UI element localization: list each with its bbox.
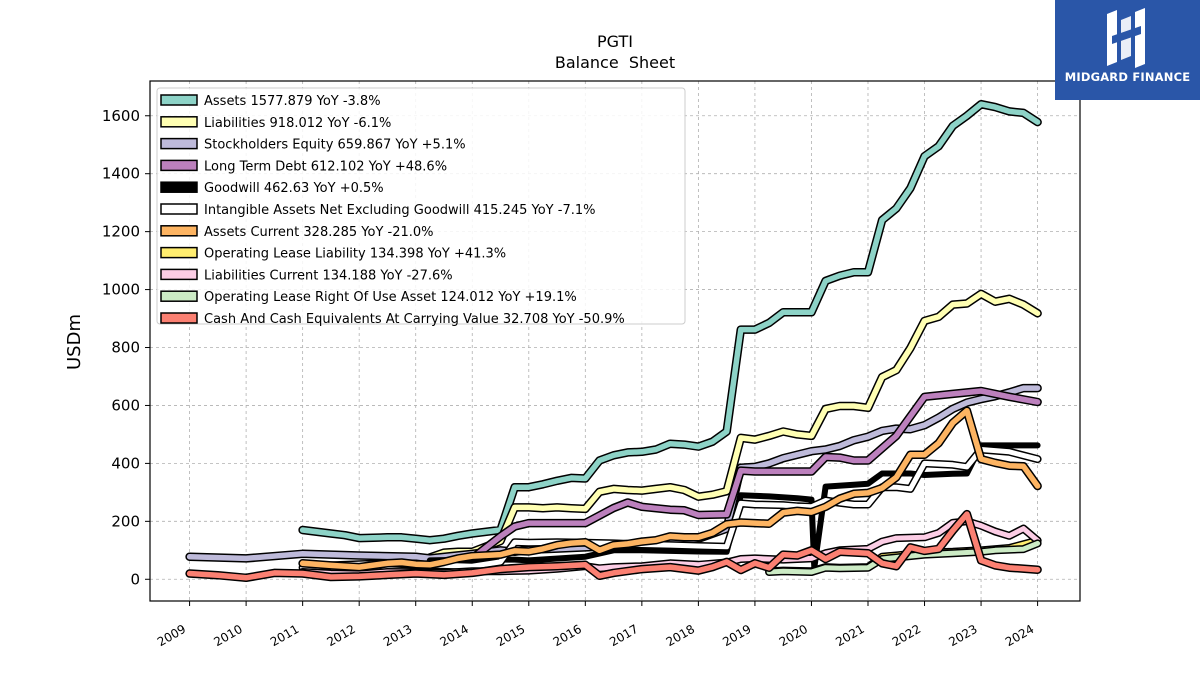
series-line	[300, 447, 1041, 571]
y-tick-label: 1200	[102, 223, 140, 241]
y-axis-label: USDm	[64, 314, 85, 370]
legend-swatch	[160, 203, 198, 215]
legend-swatch	[160, 181, 198, 193]
series-intangible-assets-net-excluding-goodwill	[298, 445, 1042, 572]
x-tick-label: 2009	[155, 622, 188, 649]
x-tick-label: 2013	[381, 622, 414, 649]
series-long-term-debt	[467, 386, 1042, 563]
legend-label: Long Term Debt 612.102 YoY +48.6%	[204, 159, 447, 174]
plot-frame	[149, 80, 1081, 602]
series-line	[426, 442, 1041, 571]
x-tick-label: 2020	[777, 622, 810, 649]
legend-swatch	[160, 94, 198, 106]
legend-label: Assets Current 328.285 YoY -21.0%	[204, 225, 434, 240]
legend-swatch	[160, 246, 198, 259]
legend-label: Operating Lease Liability 134.398 YoY +4…	[204, 247, 506, 262]
legend-label: Operating Lease Right Of Use Asset 124.0…	[204, 290, 577, 305]
legend-box	[156, 87, 686, 325]
chart-title: PGTI	[597, 32, 633, 51]
legend-swatch	[160, 290, 198, 302]
legend-entry: Liabilities Current 134.188 YoY -27.6%	[160, 268, 453, 283]
y-tick-label: 400	[111, 454, 140, 472]
legend-swatch	[160, 312, 198, 324]
brand-logo: MIDGARD FINANCE	[1055, 0, 1200, 100]
legend-swatch	[160, 225, 198, 237]
series-assets	[298, 99, 1042, 545]
legend-entry: Goodwill 462.63 YoY +0.5%	[160, 181, 384, 196]
x-tick-label: 2023	[946, 622, 979, 649]
midgard-logo-icon	[1107, 8, 1145, 68]
x-tick-label: 2010	[211, 622, 244, 649]
legend-entry: Assets Current 328.285 YoY -21.0%	[160, 225, 434, 240]
legend-label: Liabilities 918.012 YoY -6.1%	[204, 116, 391, 131]
series-assets-current	[298, 406, 1042, 572]
series-line	[469, 388, 1041, 562]
y-tick-label: 1000	[102, 281, 140, 299]
x-tick-label: 2011	[268, 622, 301, 649]
legend: Assets 1577.879 YoY -3.8% Liabilities 918…	[156, 87, 686, 327]
legend-entry: Cash And Cash Equivalents At Carrying Va…	[160, 312, 625, 327]
series-goodwill	[426, 442, 1041, 571]
series-liabilities	[425, 289, 1042, 562]
x-tick-label: 2022	[890, 622, 923, 649]
x-tick-label: 2019	[720, 622, 753, 649]
legend-entry: Operating Lease Right Of Use Asset 124.0…	[160, 290, 577, 305]
y-tick-label: 800	[111, 339, 140, 357]
legend-label: Cash And Cash Equivalents At Carrying Va…	[204, 312, 625, 327]
x-tick-label: 2016	[551, 622, 584, 649]
y-tick-label: 0	[130, 570, 140, 588]
legend-swatch	[160, 268, 198, 281]
series-cash-and-cash-equivalents-at-carrying-value	[185, 509, 1042, 583]
chart-subtitle: Balance Sheet	[555, 53, 675, 72]
y-tick-label: 1600	[102, 107, 140, 125]
series-operating-lease-right-of-use-asset	[765, 539, 1042, 576]
legend-label: Intangible Assets Net Excluding Goodwill…	[204, 203, 595, 218]
legend-swatch	[160, 116, 198, 128]
legend-label: Stockholders Equity 659.867 YoY +5.1%	[204, 138, 466, 153]
legend-entry: Liabilities 918.012 YoY -6.1%	[160, 116, 391, 131]
legend-entry: Intangible Assets Net Excluding Goodwill…	[160, 203, 595, 218]
y-tick-label: 1400	[102, 165, 140, 183]
legend-swatch	[160, 137, 198, 150]
legend-label: Assets 1577.879 YoY -3.8%	[204, 94, 381, 109]
x-tick-label: 2014	[438, 622, 471, 649]
x-tick-label: 2021	[833, 622, 866, 649]
series-line	[299, 101, 1041, 543]
x-tick-label: 2012	[324, 622, 357, 649]
series-line	[299, 407, 1041, 570]
brand-name: MIDGARD FINANCE	[1064, 70, 1191, 84]
legend-entry: Long Term Debt 612.102 YoY +48.6%	[160, 159, 447, 174]
legend-label: Goodwill 462.63 YoY +0.5%	[204, 181, 384, 196]
legend-entry: Stockholders Equity 659.867 YoY +5.1%	[160, 137, 466, 153]
legend-label: Liabilities Current 134.188 YoY -27.6%	[204, 268, 453, 283]
legend-swatch	[160, 159, 198, 172]
y-tick-label: 200	[111, 512, 140, 530]
x-tick-label: 2015	[494, 622, 527, 649]
x-tick-label: 2018	[664, 622, 697, 649]
series-line	[186, 511, 1041, 581]
y-tick-label: 600	[111, 396, 140, 414]
legend-entry: Assets 1577.879 YoY -3.8%	[160, 94, 381, 109]
x-tick-label: 2024	[1003, 622, 1036, 649]
legend-entry: Operating Lease Liability 134.398 YoY +4…	[160, 246, 506, 262]
x-tick-label: 2017	[607, 622, 640, 649]
series-line	[766, 540, 1041, 575]
series-layer	[185, 99, 1042, 583]
series-line	[427, 291, 1041, 561]
